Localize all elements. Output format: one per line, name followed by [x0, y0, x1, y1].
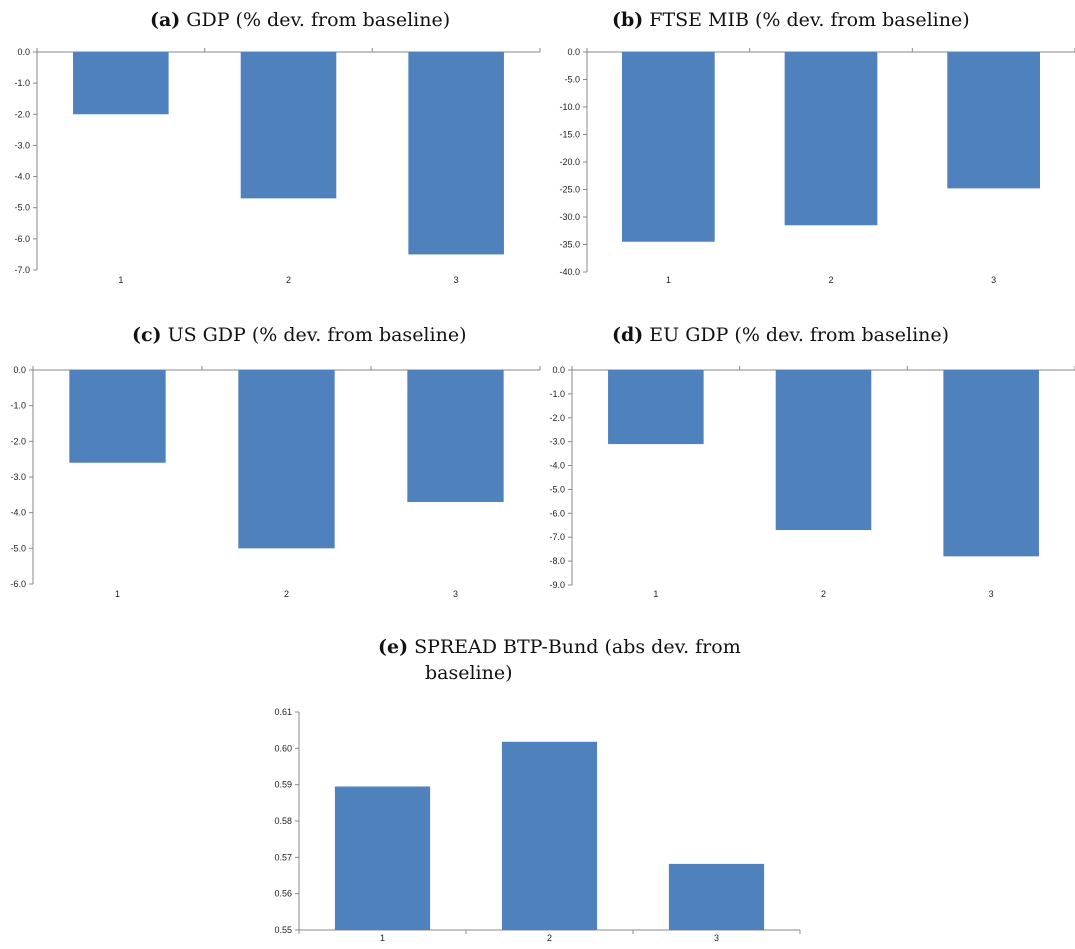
caption-e: (e) SPREAD BTP-Bund (abs dev. from baseli… [378, 634, 741, 686]
bar [69, 370, 166, 463]
y-tick-label: 0.59 [274, 780, 292, 790]
bar [73, 52, 169, 115]
caption-tag: (c) [132, 324, 162, 346]
bar [501, 741, 598, 930]
y-tick-label: -1.0 [549, 389, 565, 399]
y-tick-label: -3.0 [549, 437, 565, 447]
caption-a: (a) GDP (% dev. from baseline) [150, 7, 450, 33]
caption-d: (d) EU GDP (% dev. from baseline) [612, 322, 949, 348]
bar [947, 52, 1041, 189]
y-tick-label: -6.0 [549, 508, 565, 518]
y-tick-label: -2.0 [14, 109, 30, 119]
x-tick-label: 3 [989, 589, 994, 599]
x-tick-label: 2 [286, 275, 291, 285]
chart-b-ftse-mib: 0.0 -5.0 -10.0 -15.0 -20.0 -25.0 -30.0 -35.0 -40… [559, 47, 1075, 285]
y-tick-label: -4.0 [14, 172, 30, 182]
x-tick-label: 1 [380, 933, 385, 943]
y-tick-label: 0.0 [17, 47, 30, 57]
y-tick-label: 0.57 [274, 852, 292, 862]
caption-b: (b) FTSE MIB (% dev. from baseline) [612, 7, 970, 33]
bar [334, 786, 431, 930]
y-tick-label: 0.60 [274, 743, 292, 753]
y-tick-label: -7.0 [549, 532, 565, 542]
y-tick-label: -3.0 [14, 140, 30, 150]
y-tick-label: -2.0 [549, 413, 565, 423]
x-tick-label: 3 [453, 589, 458, 599]
y-tick-label: -15.0 [559, 130, 580, 140]
caption-title-line-2: baseline) [425, 662, 513, 684]
caption-title: US GDP (% dev. from baseline) [167, 324, 467, 346]
y-tick-label: -8.0 [549, 556, 565, 566]
caption-title: EU GDP (% dev. from baseline) [649, 324, 950, 346]
y-tick-label: -6.0 [14, 234, 30, 244]
bar [775, 370, 872, 531]
x-tick-label: 1 [118, 275, 123, 285]
y-tick-label: 0.0 [567, 47, 580, 57]
y-tick-label: -25.0 [559, 185, 580, 195]
caption-tag: (b) [612, 9, 644, 31]
bar [407, 370, 504, 502]
y-tick-label: -4.0 [549, 461, 565, 471]
bar [240, 52, 337, 199]
y-tick-label: -7.0 [14, 265, 30, 275]
y-tick-label: -4.0 [10, 508, 26, 518]
chart-a-gdp: 0.0 -1.0 -2.0 -3.0 -4.0 -5.0 -6.0 -7.0 1 2 3 [14, 47, 541, 285]
bar [608, 370, 704, 445]
caption-title: FTSE MIB (% dev. from baseline) [649, 9, 970, 31]
y-tick-label: 0.0 [13, 365, 26, 375]
y-tick-label: -1.0 [14, 78, 30, 88]
x-tick-label: 2 [821, 589, 826, 599]
bar [784, 52, 878, 226]
chart-d-eu-gdp: 0.0 -1.0 -2.0 -3.0 -4.0 -5.0 -6.0 -7.0 -8.0 -9.0 1… [549, 365, 1075, 599]
y-tick-label: -1.0 [10, 401, 26, 411]
x-tick-label: 3 [454, 275, 459, 285]
y-tick-label: -40.0 [559, 267, 580, 277]
bar [668, 863, 765, 930]
bar [408, 52, 504, 255]
bar [238, 370, 335, 549]
caption-tag: (a) [150, 9, 181, 31]
caption-tag: (e) [378, 636, 409, 658]
chart-c-us-gdp: 0.0 -1.0 -2.0 -3.0 -4.0 -5.0 -6.0 1 2 3 [10, 365, 541, 599]
y-tick-label: -35.0 [559, 240, 580, 250]
x-tick-label: 3 [991, 275, 996, 285]
y-tick-label: -20.0 [559, 157, 580, 167]
caption-title-line-1: SPREAD BTP-Bund (abs dev. from [414, 636, 741, 658]
y-tick-label: -2.0 [10, 436, 26, 446]
x-tick-label: 1 [653, 589, 658, 599]
x-tick-label: 3 [714, 933, 719, 943]
caption-c: (c) US GDP (% dev. from baseline) [132, 322, 466, 348]
x-tick-label: 1 [115, 589, 120, 599]
caption-tag: (d) [612, 324, 644, 346]
x-tick-label: 2 [284, 589, 289, 599]
y-tick-label: -9.0 [549, 580, 565, 590]
y-tick-label: -5.0 [14, 203, 30, 213]
y-tick-label: 0.55 [274, 925, 292, 935]
x-tick-label: 2 [828, 275, 833, 285]
y-tick-label: 0.56 [274, 889, 292, 899]
y-tick-label: 0.61 [274, 707, 292, 717]
y-tick-label: -3.0 [10, 472, 26, 482]
y-tick-label: -5.0 [549, 484, 565, 494]
chart-e-spread: 0.61 0.60 0.59 0.58 0.57 0.56 0.55 1 2 3 [274, 707, 801, 943]
caption-title: GDP (% dev. from baseline) [186, 9, 451, 31]
y-tick-label: 0.0 [552, 365, 565, 375]
y-tick-label: -5.0 [10, 543, 26, 553]
x-tick-label: 2 [547, 933, 552, 943]
y-tick-label: -10.0 [559, 102, 580, 112]
y-tick-label: -30.0 [559, 212, 580, 222]
y-tick-label: 0.58 [274, 816, 292, 826]
x-tick-label: 1 [666, 275, 671, 285]
y-tick-label: -5.0 [564, 75, 580, 85]
y-tick-label: -6.0 [10, 579, 26, 589]
bar [943, 370, 1039, 557]
bar [621, 52, 715, 242]
